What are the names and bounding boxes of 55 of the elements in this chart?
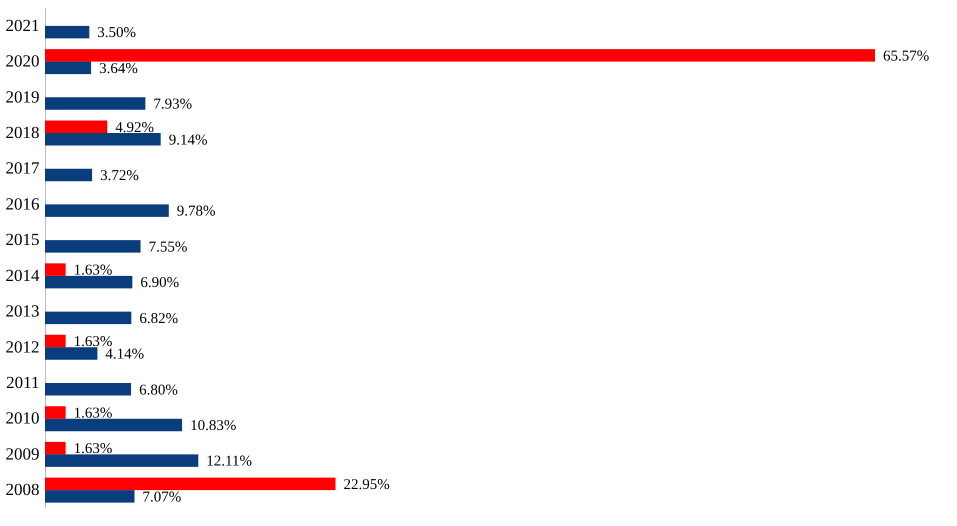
data-label: 65.57% [883,48,930,64]
y-tick-label: 2008 [6,480,40,500]
bar [45,276,132,288]
bar [45,406,66,419]
y-tick-label: 2014 [6,266,40,285]
data-label: 9.14% [168,132,208,148]
y-tick-label: 2009 [6,444,40,464]
data-label: 22.95% [344,476,390,493]
y-tick-label: 2013 [6,302,40,321]
data-label: 6.80% [139,382,178,398]
y-tick-label: 2012 [6,337,40,356]
data-label: 4.14% [105,346,144,363]
data-label: 10.83% [190,418,236,434]
y-tick-label: 2015 [6,230,40,250]
y-tick-label: 2016 [6,194,40,214]
y-tick-label: 2010 [6,408,40,428]
data-label: 1.63% [74,405,112,422]
data-label: 12.11% [206,454,252,470]
bar [45,478,336,490]
bar [45,383,132,396]
bar [45,133,161,146]
bar [45,454,198,467]
y-tick-label: 2018 [6,123,40,142]
data-label: 1.63% [74,262,112,279]
bar [45,312,132,324]
bar [45,97,146,110]
bar [45,347,98,360]
bar [45,418,182,432]
data-label: 7.07% [142,489,182,506]
data-label: 4.92% [115,120,154,136]
bar [45,120,108,133]
data-label: 3.72% [100,168,139,184]
bar [45,442,66,454]
y-tick-label: 2020 [6,52,40,71]
bar [45,62,92,74]
bar [45,26,90,38]
data-label: 7.93% [153,96,192,113]
bar [45,490,134,503]
data-label: 3.50% [97,25,136,42]
data-label: 3.64% [99,60,138,77]
y-tick-label: 2017 [6,158,40,178]
bar [45,334,66,348]
bar [45,263,66,276]
bar [45,49,875,62]
y-tick-label: 2011 [6,373,40,392]
data-label: 9.78% [176,204,216,220]
data-label: 6.82% [139,310,178,327]
bar [45,204,169,217]
data-label: 6.90% [140,275,180,292]
bar [45,168,92,182]
bar [45,240,141,253]
y-tick-label: 2021 [6,16,40,35]
data-label: 7.55% [148,239,188,256]
y-tick-label: 2019 [6,87,40,106]
data-label: 1.63% [74,441,112,458]
